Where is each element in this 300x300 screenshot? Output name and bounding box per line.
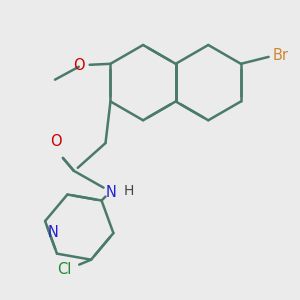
Text: Br: Br [273, 48, 289, 63]
Text: Cl: Cl [57, 262, 71, 277]
Text: N: N [48, 225, 59, 240]
Text: O: O [73, 58, 85, 73]
Text: O: O [50, 134, 62, 149]
Text: N: N [106, 185, 117, 200]
Text: H: H [124, 184, 134, 198]
